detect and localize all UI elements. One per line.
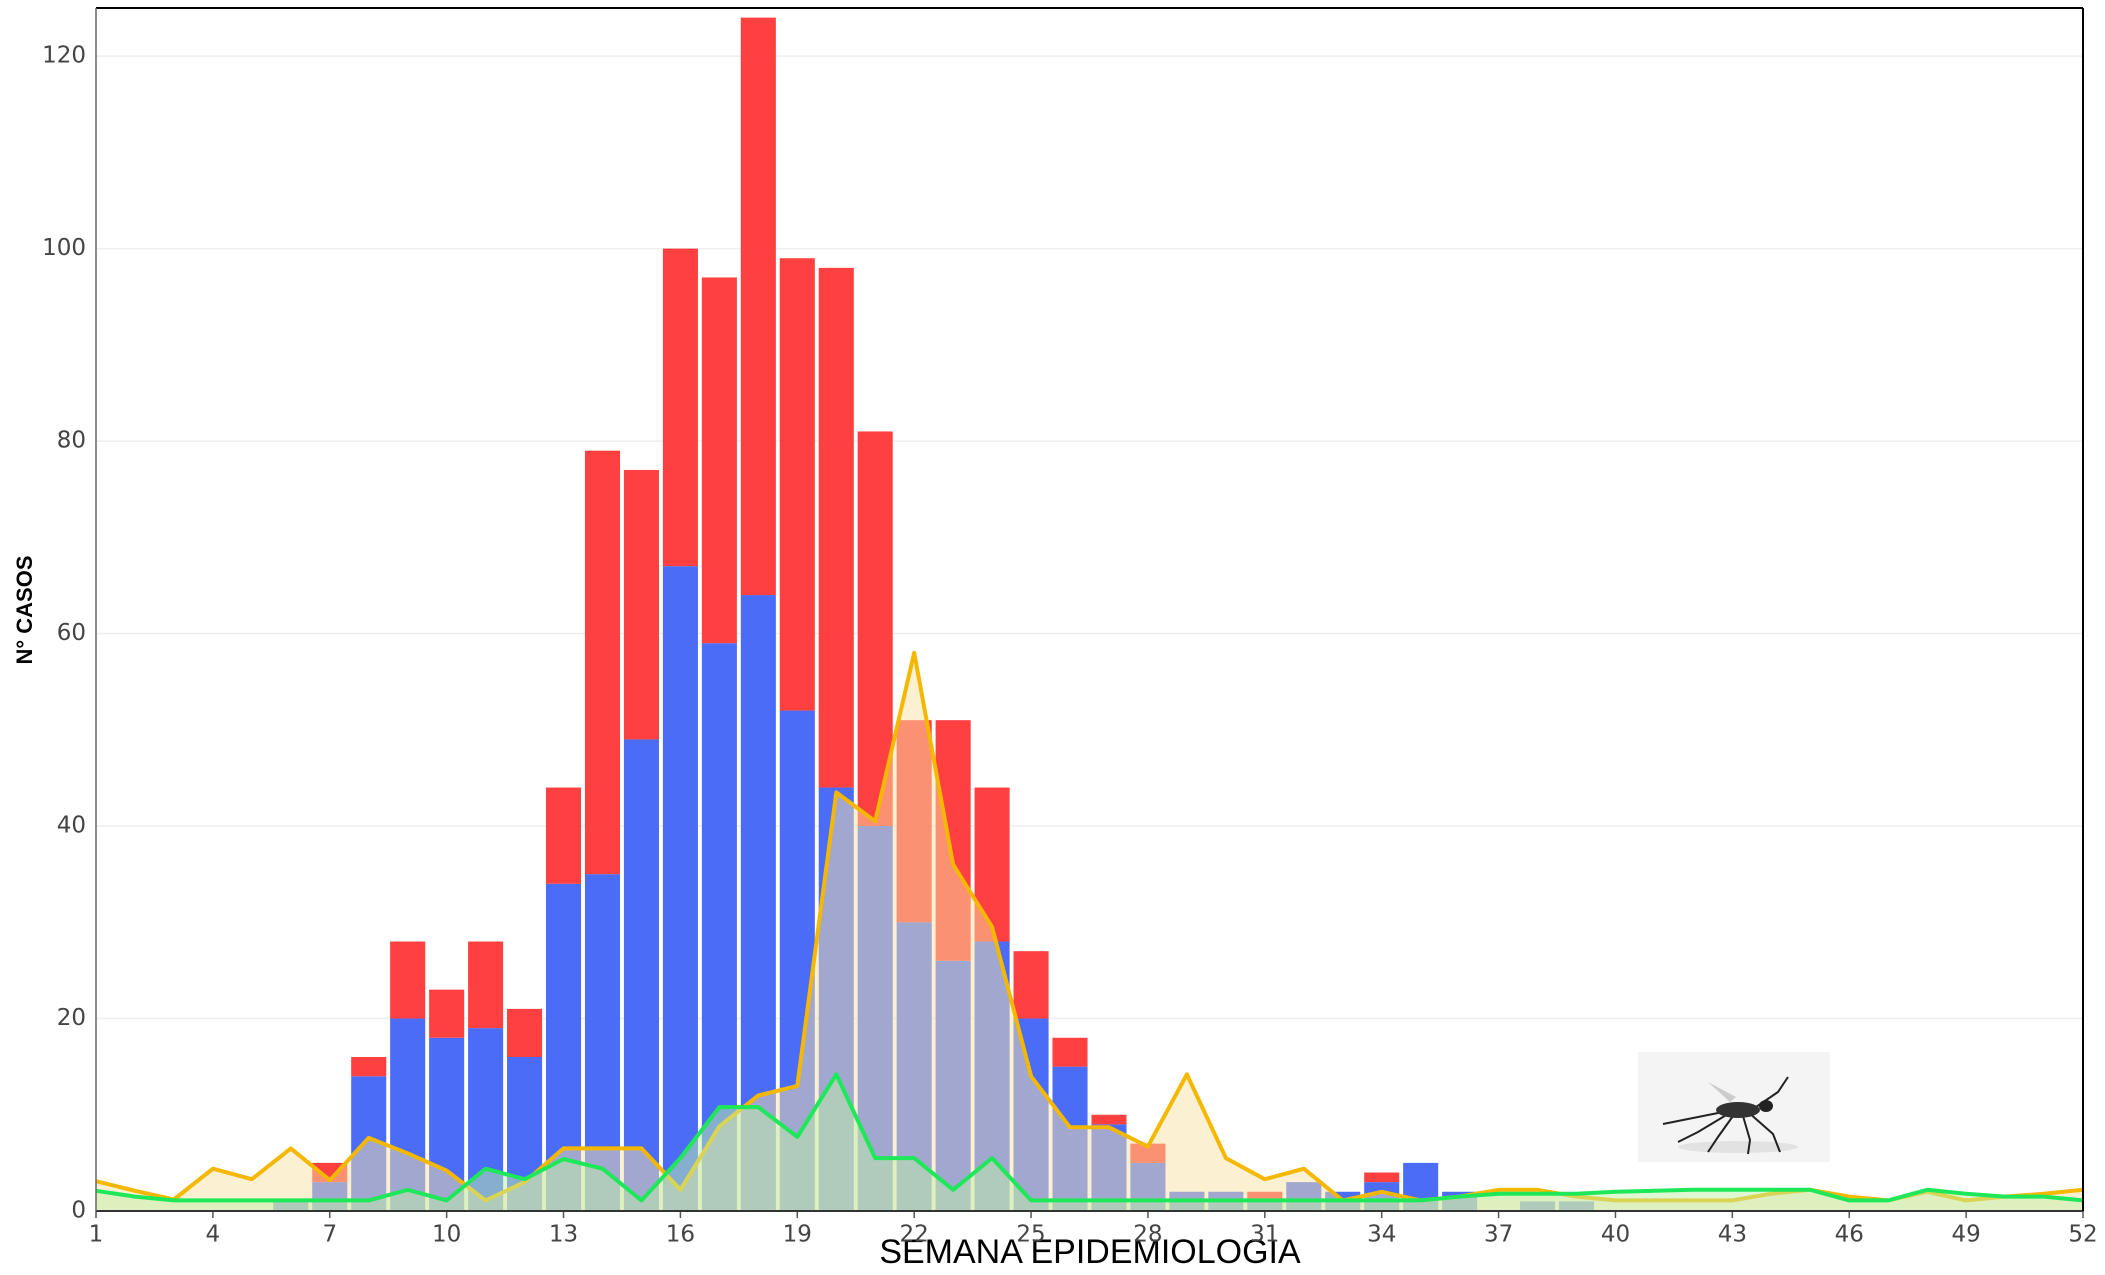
bar-segment [1364, 1173, 1399, 1183]
x-tick-label: 25 [1016, 1222, 1045, 1248]
bar-segment [1091, 1115, 1126, 1125]
x-tick-label: 49 [1951, 1222, 1980, 1248]
x-tick-label: 7 [322, 1222, 337, 1248]
bar-segment [624, 470, 659, 739]
bar-segment [1052, 1038, 1087, 1067]
y-tick-label: 20 [57, 1005, 86, 1031]
y-tick-label: 60 [57, 620, 86, 646]
bar-segment [468, 942, 503, 1029]
y-tick-label: 120 [42, 43, 86, 69]
y-axis-title: N° CASOS [12, 555, 37, 664]
x-axis-title: SEMANA EPIDEMIOLOGIA [879, 1233, 1301, 1271]
x-tick-label: 31 [1250, 1222, 1279, 1248]
bar-segment [546, 788, 581, 884]
mosquito-image [1638, 1052, 1830, 1162]
bar-segment [819, 268, 854, 788]
mosquito-body [1716, 1102, 1760, 1118]
bar-segment [702, 277, 737, 643]
bar-segment [390, 942, 425, 1019]
y-tick-label: 40 [57, 813, 86, 839]
bar-segment [663, 566, 698, 1211]
x-tick-label: 46 [1835, 1222, 1864, 1248]
x-tick-label: 19 [783, 1222, 812, 1248]
bar-segment [429, 990, 464, 1038]
x-tick-label: 1 [89, 1222, 104, 1248]
x-tick-label: 13 [549, 1222, 578, 1248]
bar-segment [741, 18, 776, 595]
chart: N° CASOS SEMANA EPIDEMIOLOGIA 0 20 40 60 80 1… [0, 0, 2105, 1275]
y-tick-label: 100 [42, 235, 86, 261]
x-tick-label: 37 [1484, 1222, 1513, 1248]
bar-segment [624, 739, 659, 1211]
bar-segment [351, 1057, 386, 1076]
x-tick-label: 34 [1367, 1222, 1396, 1248]
page: N° CASOS SEMANA EPIDEMIOLOGIA 0 20 40 60 80 1… [0, 0, 2105, 1275]
mosquito-head [1759, 1100, 1773, 1112]
x-tick-label: 16 [666, 1222, 695, 1248]
x-tick-label: 4 [206, 1222, 221, 1248]
bar-segment [507, 1009, 542, 1057]
x-tick-label: 28 [1133, 1222, 1162, 1248]
x-tick-label: 40 [1601, 1222, 1630, 1248]
x-tick-label: 10 [432, 1222, 461, 1248]
x-tick-label: 52 [2068, 1222, 2097, 1248]
y-tick-label: 0 [71, 1198, 86, 1224]
bar-segment [1014, 951, 1049, 1018]
y-tick-label: 80 [57, 428, 86, 454]
bar-segment [780, 258, 815, 710]
bar-segment [585, 451, 620, 874]
x-tick-label: 22 [900, 1222, 929, 1248]
bar-segment [663, 249, 698, 567]
x-tick-label: 43 [1718, 1222, 1747, 1248]
